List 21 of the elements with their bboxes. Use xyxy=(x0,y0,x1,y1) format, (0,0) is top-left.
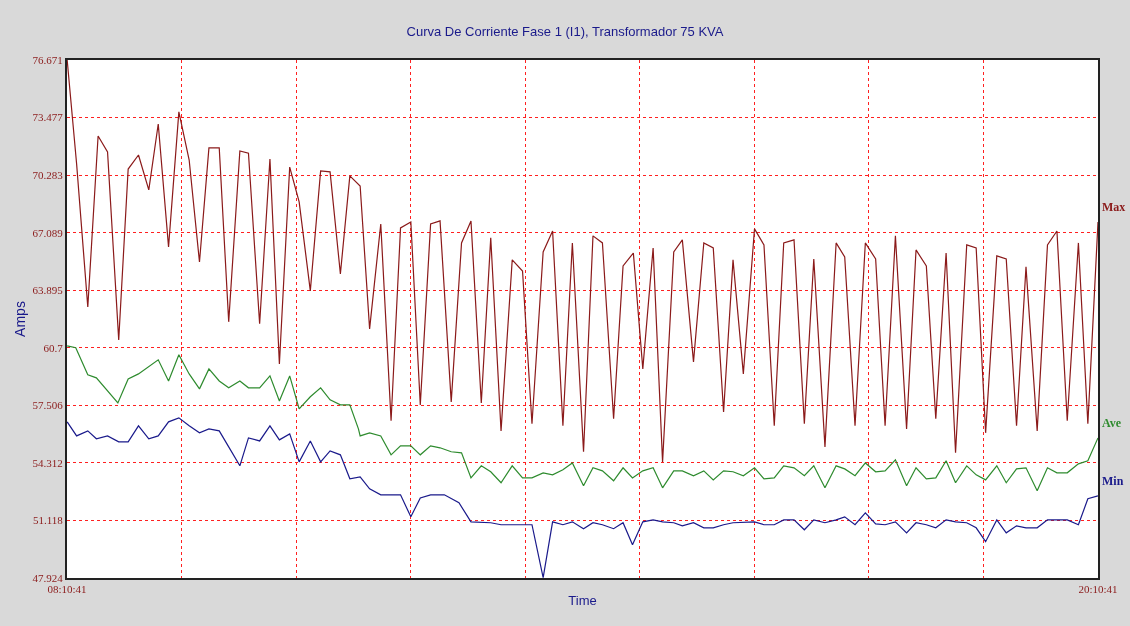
series-label: Ave xyxy=(1102,416,1122,430)
y-tick-label: 70.283 xyxy=(32,168,64,181)
y-tick-label: 73.477 xyxy=(32,111,64,124)
y-tick-label: 60.7 xyxy=(43,341,64,354)
y-tick-label: 51.118 xyxy=(32,514,64,527)
x-tick-label: 08:10:41 xyxy=(47,583,87,596)
x-axis-title: Time xyxy=(568,593,597,609)
y-tick-label: 47.924 xyxy=(32,571,64,584)
y-tick-label: 63.895 xyxy=(32,284,64,297)
series-label: Max xyxy=(1102,200,1126,214)
y-tick-label: 76.671 xyxy=(32,53,63,66)
y-tick-label: 57.506 xyxy=(32,399,64,412)
chart-title: Curva De Corriente Fase 1 (I1), Transformador 75 KVA xyxy=(406,23,724,39)
line-series xyxy=(67,60,1098,463)
line-series xyxy=(67,345,1098,492)
x-tick-label: 20:10:41 xyxy=(1078,583,1118,596)
series-label: Min xyxy=(1102,474,1124,488)
y-axis-title: Amps xyxy=(11,301,28,337)
line-series xyxy=(67,417,1098,578)
y-tick-label: 54.312 xyxy=(32,456,63,469)
y-tick-label: 67.089 xyxy=(32,226,64,239)
